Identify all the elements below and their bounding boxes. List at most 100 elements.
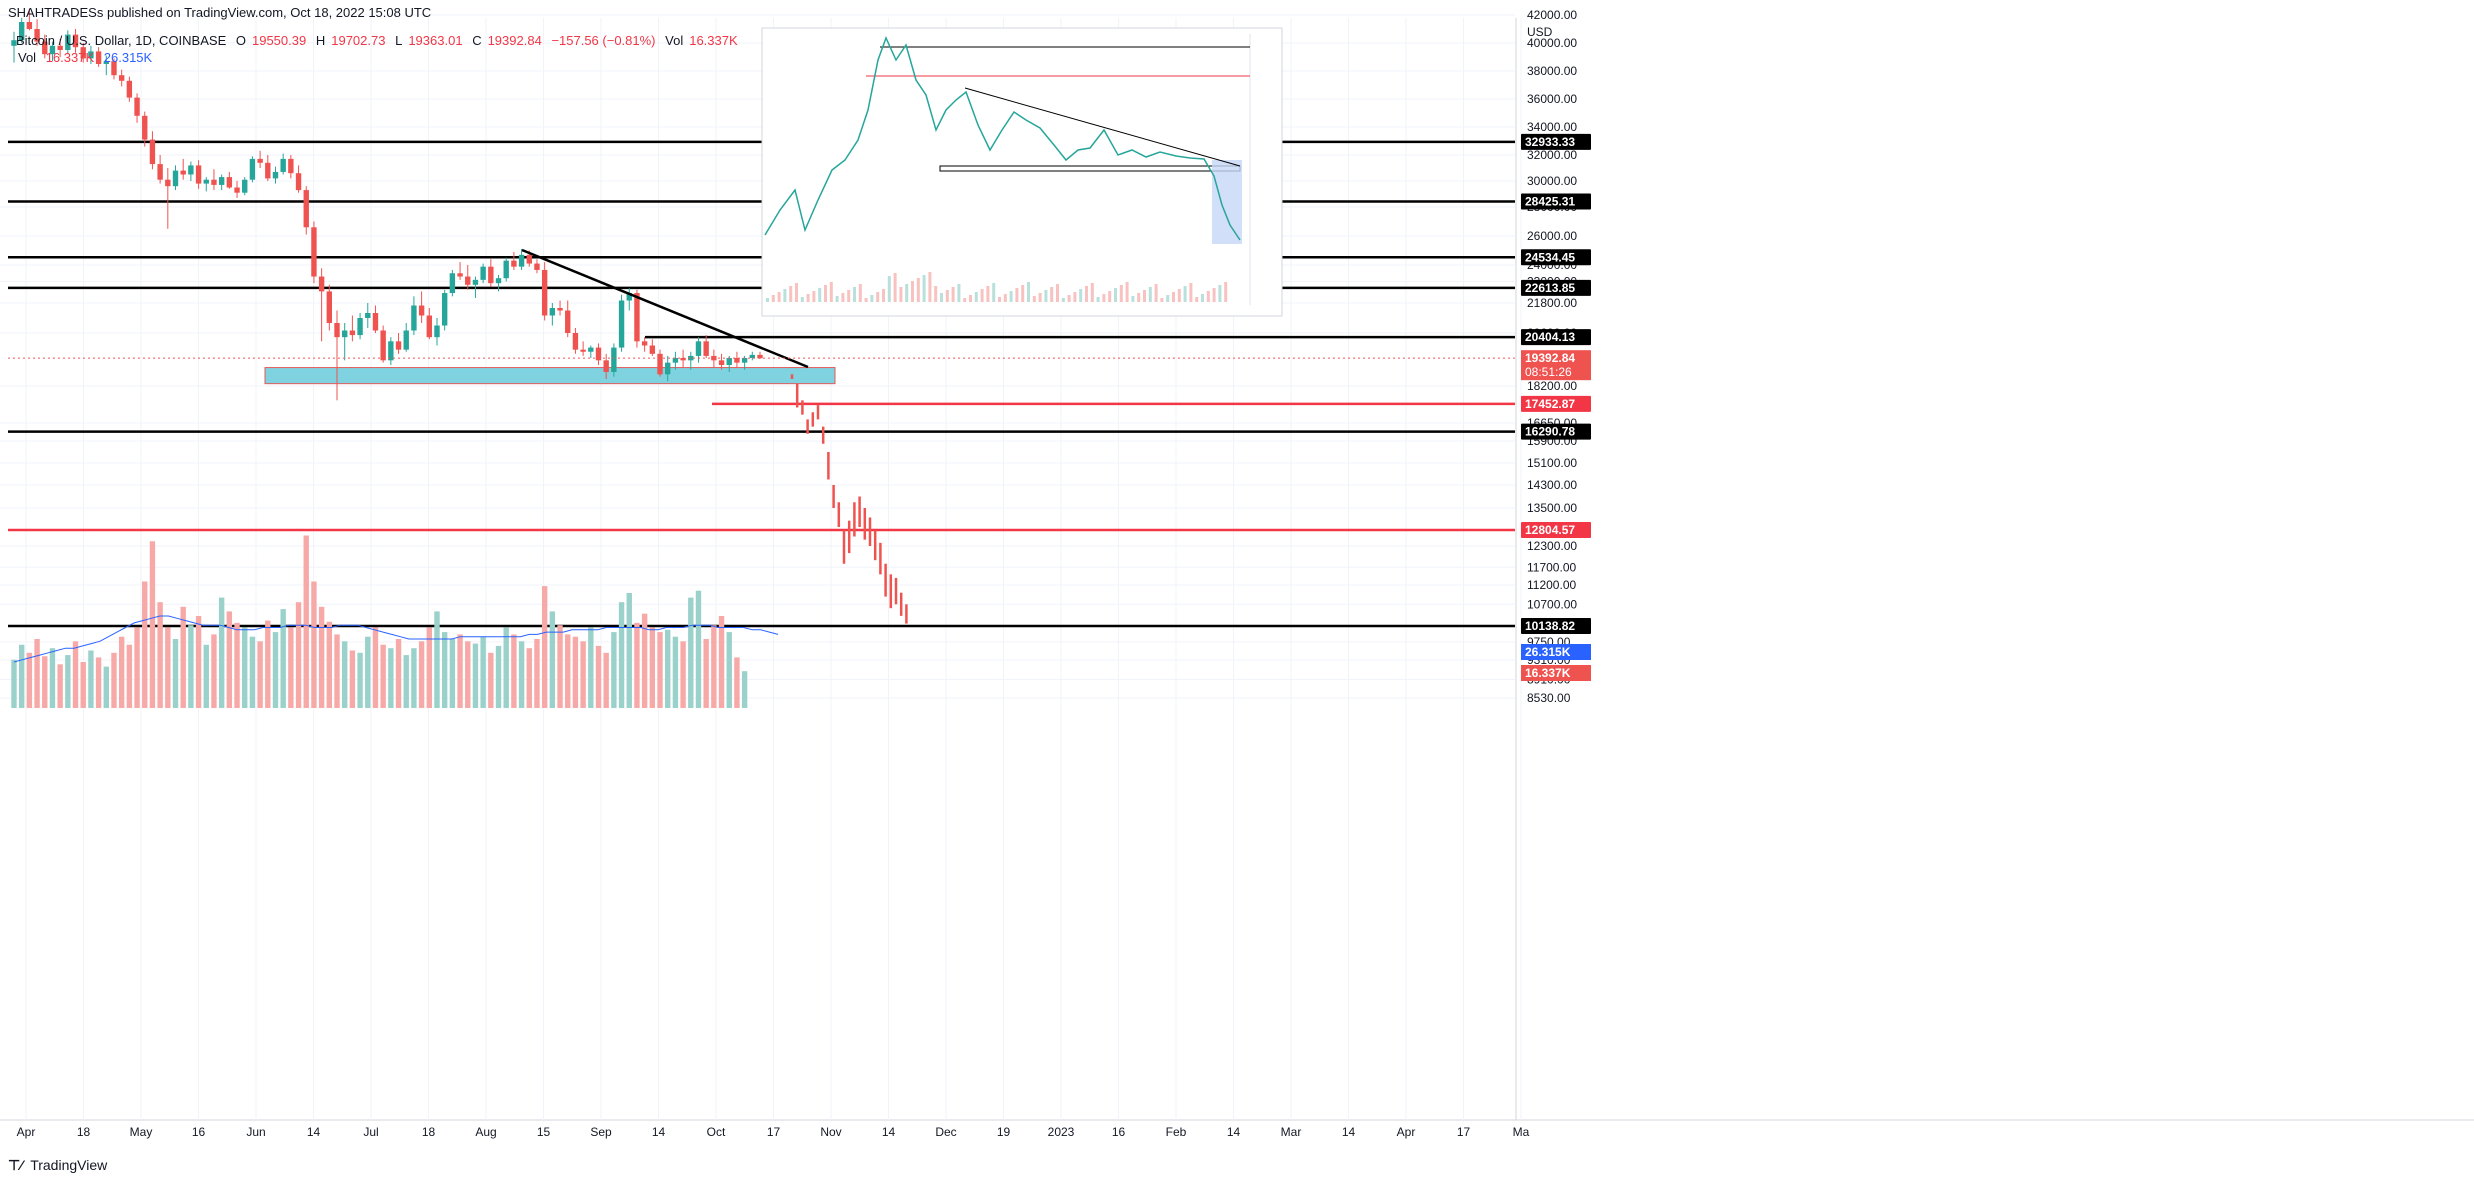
candle-body — [472, 279, 479, 285]
vol-ma-value: 26.315K — [103, 50, 153, 65]
volume-bar — [272, 632, 279, 708]
candle-body — [318, 276, 325, 292]
candle-body — [303, 190, 309, 228]
candle-body — [88, 51, 94, 59]
volume-bar — [511, 634, 517, 708]
inset-volume-bar — [992, 283, 996, 302]
symbol-name[interactable]: Bitcoin / U.S. Dollar, 1D, COINBASE — [16, 33, 227, 48]
volume-bar — [588, 627, 594, 708]
candle-body — [741, 358, 748, 363]
candle-body — [511, 260, 517, 267]
level-price-label: 22613.85 — [1525, 281, 1575, 295]
x-tick-label: 14 — [652, 1125, 666, 1139]
candle-body — [495, 278, 502, 284]
volume-bar — [357, 652, 363, 708]
volume-bar — [72, 641, 79, 708]
volume-bar — [188, 625, 194, 708]
volume-bar — [288, 627, 294, 708]
inset-volume-bar — [1067, 295, 1071, 302]
inset-volume-bar — [800, 297, 804, 302]
y-tick-label: 14300.00 — [1527, 478, 1577, 492]
candle-body — [541, 269, 548, 316]
inset-volume-bar — [1032, 296, 1036, 302]
candle-body — [611, 347, 617, 372]
volume-bar — [595, 645, 602, 708]
x-tick-label: 17 — [767, 1125, 781, 1139]
inset-volume-bar — [1096, 297, 1100, 302]
inset-volume-bar — [853, 287, 856, 302]
level-price-label-bg — [1521, 193, 1591, 210]
volume-group — [11, 535, 748, 708]
x-tick-label: Ma — [1513, 1125, 1530, 1139]
candle-body — [218, 177, 225, 185]
tradingview-brand[interactable]: ⊤⁄ TradingView — [8, 1157, 107, 1174]
volume-bar — [49, 648, 56, 708]
inset-volume-bar — [1195, 297, 1199, 302]
volume-bar — [34, 639, 40, 708]
volume-bar — [495, 645, 502, 708]
high-label: H — [315, 33, 326, 48]
candle-body — [618, 300, 625, 348]
inset-volume-bar — [1125, 282, 1129, 302]
volume-bar — [165, 627, 171, 708]
volume-bar — [118, 636, 125, 708]
inset-volume-bar — [789, 286, 793, 302]
candle-body — [565, 310, 571, 333]
x-tick-label: 14 — [1227, 1125, 1241, 1139]
volume-bar — [580, 641, 586, 708]
candle-body — [457, 273, 463, 277]
x-tick-label: 14 — [307, 1125, 321, 1139]
inset-volume-bar — [893, 273, 897, 302]
candle-body — [418, 305, 425, 316]
volume-bar — [180, 606, 186, 708]
low-value: 19363.01 — [408, 33, 463, 48]
x-tick-label: Sep — [590, 1125, 612, 1139]
candle-body — [57, 45, 63, 50]
x-tick-label: Jun — [246, 1125, 265, 1139]
inset-volume-bar — [847, 290, 851, 302]
candle-body — [626, 293, 632, 301]
x-tick-label: 16 — [1112, 1125, 1126, 1139]
volume-bar — [334, 634, 340, 708]
open-label: O — [235, 33, 246, 48]
volume-bar — [503, 627, 509, 708]
candle-body — [603, 360, 609, 372]
volume-bar — [403, 655, 409, 708]
inset-volume-bar — [1166, 295, 1170, 302]
y-tick-label: 40000.00 — [1527, 36, 1577, 50]
inset-volume-bar — [1079, 289, 1083, 302]
level-price-label: 16290.78 — [1525, 425, 1575, 439]
y-tick-label: 13500.00 — [1527, 501, 1577, 515]
y-tick-label: 11700.00 — [1527, 560, 1576, 574]
inset-volume-bar — [1038, 293, 1042, 302]
volume-label: 16.337K — [1525, 666, 1571, 680]
volume-bar — [226, 611, 233, 708]
candle-body — [272, 171, 279, 179]
y-tick-label: 15100.00 — [1527, 456, 1577, 470]
volume-bar — [611, 632, 617, 708]
inset-trendline — [964, 87, 1241, 167]
y-tick-label: 32000.00 — [1527, 148, 1577, 162]
candle-body — [749, 354, 756, 358]
inset-volume-bar — [905, 284, 909, 302]
inset-volume-bar — [887, 276, 891, 302]
x-tick-label: 18 — [77, 1125, 91, 1139]
volume-bar — [534, 639, 540, 708]
candle-body — [234, 187, 240, 193]
inset-volume-bar — [1148, 287, 1152, 302]
inset-zone — [939, 165, 1241, 172]
inset-volume-bar — [911, 281, 914, 302]
volume-bar — [711, 625, 717, 708]
level-price-label: 24534.45 — [1525, 250, 1575, 264]
vol-row-value: 16.337K — [45, 50, 95, 65]
inset-volume-bar — [766, 298, 769, 302]
volume-bar — [111, 652, 117, 708]
candle-body — [657, 353, 663, 375]
candle-body — [134, 97, 140, 116]
volume-bar — [18, 644, 25, 708]
volume-bar — [211, 634, 217, 708]
inset-volume-bar — [777, 292, 781, 302]
volume-bar — [372, 627, 379, 708]
